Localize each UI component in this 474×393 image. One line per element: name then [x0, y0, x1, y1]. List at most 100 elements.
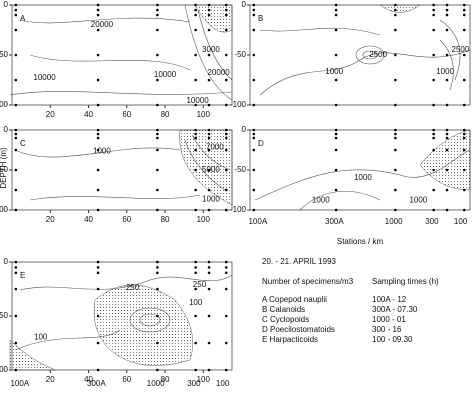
station-sample [156, 53, 159, 57]
station-sample [334, 208, 338, 212]
y-tick-label: -100 [230, 100, 247, 109]
station-sample [224, 168, 228, 172]
station-sample [14, 103, 18, 107]
station-sample [96, 314, 100, 318]
y-tick-label: -100 [0, 205, 9, 214]
station-sample [432, 188, 435, 192]
station-sample [207, 78, 211, 82]
station-label: 1000 [385, 217, 403, 226]
station-sample [445, 28, 449, 32]
station-sample [156, 188, 159, 192]
x-tick-label: 80 [161, 375, 170, 384]
x-tick-label: 60 [122, 110, 131, 119]
station-sample [207, 13, 211, 17]
station-sample [194, 208, 197, 212]
station-sample [156, 78, 159, 82]
station-sample [194, 78, 197, 82]
contour-label: 250 [126, 283, 140, 292]
station-sample [445, 168, 449, 172]
legend-species: D Poecilostomatoids [262, 325, 335, 334]
station-sample [14, 8, 18, 12]
station-sample [96, 368, 100, 372]
station-sample [224, 188, 228, 192]
station-sample [334, 168, 338, 172]
contour-label: 2500 [369, 50, 387, 59]
station-sample [14, 136, 18, 140]
station-sample [207, 266, 211, 269]
legend-time: 300A - 07.30 [372, 305, 418, 314]
station-sample [462, 53, 466, 57]
station-sample [14, 28, 18, 32]
station-sample [394, 168, 397, 172]
legend-time: 100 - 09.30 [372, 335, 413, 344]
station-sample [252, 132, 256, 136]
station-sample [207, 128, 211, 132]
station-sample [96, 266, 100, 269]
station-sample [394, 28, 397, 32]
station-sample [252, 78, 256, 82]
contour-label: 1000 [436, 67, 454, 76]
station-sample [252, 128, 256, 132]
station-sample [224, 260, 228, 264]
station-sample [252, 28, 256, 32]
station-sample [194, 28, 197, 32]
station-sample [156, 128, 159, 132]
station-sample [207, 368, 211, 372]
x-tick-label: 20 [46, 375, 55, 384]
station-sample [194, 148, 197, 152]
station-sample [445, 78, 449, 82]
station-sample [156, 8, 159, 12]
station-sample [462, 103, 466, 107]
legend-species: C Cyclopoids [262, 315, 309, 324]
station-sample [445, 8, 449, 12]
station-sample [252, 188, 256, 192]
station-sample [96, 28, 100, 32]
contour-label: 1000 [354, 173, 372, 182]
station-sample [156, 287, 159, 291]
station-sample [432, 28, 435, 32]
station-label: 300A [87, 379, 106, 388]
legend-date: 20. - 21. APRIL 1993 [262, 257, 337, 266]
station-sample [224, 13, 228, 17]
contour-label: 20000 [91, 20, 114, 29]
station-label: 300 [187, 379, 201, 388]
station-sample [462, 78, 466, 82]
station-sample [207, 260, 211, 264]
x-tick-label: 20 [46, 215, 55, 224]
contour-label: 1000 [202, 195, 220, 204]
panel-letter: D [258, 139, 264, 148]
station-sample [96, 3, 100, 7]
station-sample [252, 103, 256, 107]
station-sample [14, 132, 18, 136]
station-sample [432, 128, 435, 132]
station-sample [207, 188, 211, 192]
station-sample [194, 266, 197, 269]
x-tick-label: 100 [197, 110, 211, 119]
station-sample [194, 314, 197, 318]
station-sample [445, 128, 449, 132]
panel-letter: C [20, 139, 26, 148]
contour-label: 250 [193, 280, 207, 289]
station-sample [224, 271, 228, 275]
y-tick-label: -50 [0, 165, 9, 174]
station-sample [394, 8, 397, 12]
legend: 20. - 21. APRIL 1993 Number of specimens… [262, 257, 439, 286]
station-sample [394, 3, 397, 7]
station-sample [445, 13, 449, 17]
station-sample [194, 287, 197, 291]
station-sample [432, 3, 435, 7]
legend-species: B Calanoids [262, 305, 305, 314]
station-sample [334, 188, 338, 192]
station-sample [224, 266, 228, 269]
station-sample [394, 136, 397, 140]
station-sample [394, 53, 397, 57]
station-sample [394, 103, 397, 107]
station-sample [194, 271, 197, 275]
station-sample [334, 148, 338, 152]
x-tick-label: 40 [84, 110, 93, 119]
station-sample [445, 132, 449, 136]
station-sample [462, 13, 466, 17]
contour-label: 3000 [202, 45, 220, 54]
station-sample [14, 266, 18, 269]
